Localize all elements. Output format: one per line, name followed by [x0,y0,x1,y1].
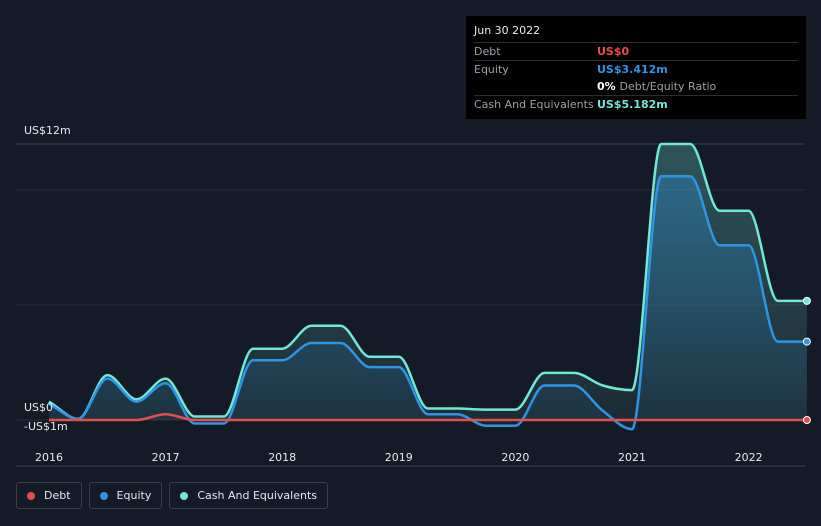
y-tick-label: US$12m [24,124,71,137]
equity-dot-icon [99,491,108,500]
tooltip-row-ratio: 0% Debt/Equity Ratio [474,78,798,95]
legend-debt-label: Debt [44,489,71,502]
x-tick-label: 2019 [385,451,413,464]
x-tick-label: 2021 [618,451,646,464]
tooltip-equity-value: US$3.412m [597,63,668,76]
cash-line [48,142,807,421]
chart-legend: Debt Equity Cash And Equivalents [16,482,335,511]
tooltip-ratio-value: 0% [597,80,616,93]
legend-item-equity[interactable]: Equity [88,482,163,509]
tooltip-date: Jun 30 2022 [474,24,541,37]
x-axis-labels: 2016 2017 2018 2019 2020 2021 2022 [35,451,763,464]
tooltip-debt-label: Debt [474,45,501,58]
tooltip-row-debt: Debt US$0 [474,42,798,60]
y-tick-label: US$0 [24,401,53,414]
tooltip-panel: Jun 30 2022 Debt US$0 Equity US$3.412m 0… [466,16,806,119]
legend-cash-label: Cash And Equivalents [197,489,317,502]
tooltip-ratio-label: Debt/Equity Ratio [619,80,717,93]
series-lines [48,142,807,431]
cash-endpoint [802,296,811,305]
debt-endpoint [802,416,811,424]
tooltip-equity-label: Equity [474,63,509,76]
x-tick-label: 2020 [501,451,529,464]
debt-line [48,413,807,422]
equity-area [49,176,807,430]
series-areas [49,144,807,430]
y-axis-labels: US$12m US$0 -US$1m [24,124,71,433]
equity-endpoint [802,337,811,346]
x-tick-label: 2022 [735,451,763,464]
legend-equity-label: Equity [116,489,152,502]
legend-item-cash[interactable]: Cash And Equivalents [169,482,328,509]
x-tick-label: 2016 [35,451,63,464]
x-tick-label: 2017 [152,451,180,464]
x-tick-label: 2018 [268,451,296,464]
cash-dot-icon [180,491,189,500]
tooltip-row-equity: Equity US$3.412m [474,60,798,78]
debt-dot-icon [27,491,35,500]
tooltip-cash-label: Cash And Equivalents [474,98,594,111]
tooltip-row-cash: Cash And Equivalents US$5.182m [474,95,798,113]
legend-item-debt[interactable]: Debt [16,482,82,509]
equity-line [48,174,807,431]
tooltip-debt-value: US$0 [597,45,630,58]
debt-equity-chart: US$12m US$0 -US$1m 2016 2017 2018 2019 2020 202… [16,124,811,467]
series-endpoints [802,296,811,424]
tooltip-cash-value: US$5.182m [597,98,668,111]
y-tick-label: -US$1m [24,420,68,433]
